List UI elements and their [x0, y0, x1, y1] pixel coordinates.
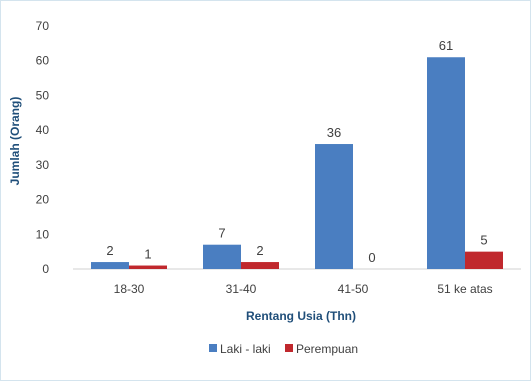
bars — [91, 57, 503, 269]
y-tick-label: 70 — [36, 19, 50, 33]
y-tick-label: 40 — [36, 123, 50, 137]
x-tick-label: 41-50 — [338, 282, 369, 296]
legend-swatch — [285, 344, 293, 352]
bar-laki-laki — [427, 57, 465, 269]
y-tick-label: 0 — [42, 262, 49, 276]
y-tick-label: 10 — [36, 227, 50, 241]
y-tick-label: 60 — [36, 54, 50, 68]
x-tick-label: 18-30 — [114, 282, 145, 296]
bar-perempuan — [241, 262, 279, 269]
y-tick-label: 20 — [36, 193, 50, 207]
data-label: 7 — [218, 226, 225, 241]
bar-laki-laki — [315, 144, 353, 269]
data-label: 1 — [144, 247, 151, 262]
bar-perempuan — [465, 251, 503, 269]
data-label: 2 — [256, 243, 263, 258]
y-tick-label: 30 — [36, 158, 50, 172]
legend: Laki - laki Perempuan — [209, 342, 358, 356]
legend-label: Laki - laki — [220, 342, 271, 356]
x-axis-ticks: 18-30 31-40 41-50 51 ke atas — [114, 282, 493, 296]
data-label: 61 — [439, 38, 453, 53]
x-axis-title: Rentang Usia (Thn) — [246, 309, 356, 323]
data-label: 0 — [368, 250, 375, 265]
bar-perempuan — [129, 265, 167, 269]
data-label: 36 — [327, 125, 341, 140]
x-tick-label: 31-40 — [226, 282, 257, 296]
data-label: 5 — [480, 233, 487, 248]
bar-laki-laki — [203, 244, 241, 269]
y-axis-ticks: 0 10 20 30 40 50 60 70 — [36, 19, 50, 276]
x-tick-label: 51 ke atas — [437, 282, 492, 296]
legend-label: Perempuan — [296, 342, 358, 356]
legend-swatch — [209, 344, 217, 352]
y-tick-label: 50 — [36, 88, 50, 102]
bar-laki-laki — [91, 262, 129, 269]
y-axis-title: Jumlah (Orang) — [8, 97, 22, 186]
data-label: 2 — [106, 243, 113, 258]
